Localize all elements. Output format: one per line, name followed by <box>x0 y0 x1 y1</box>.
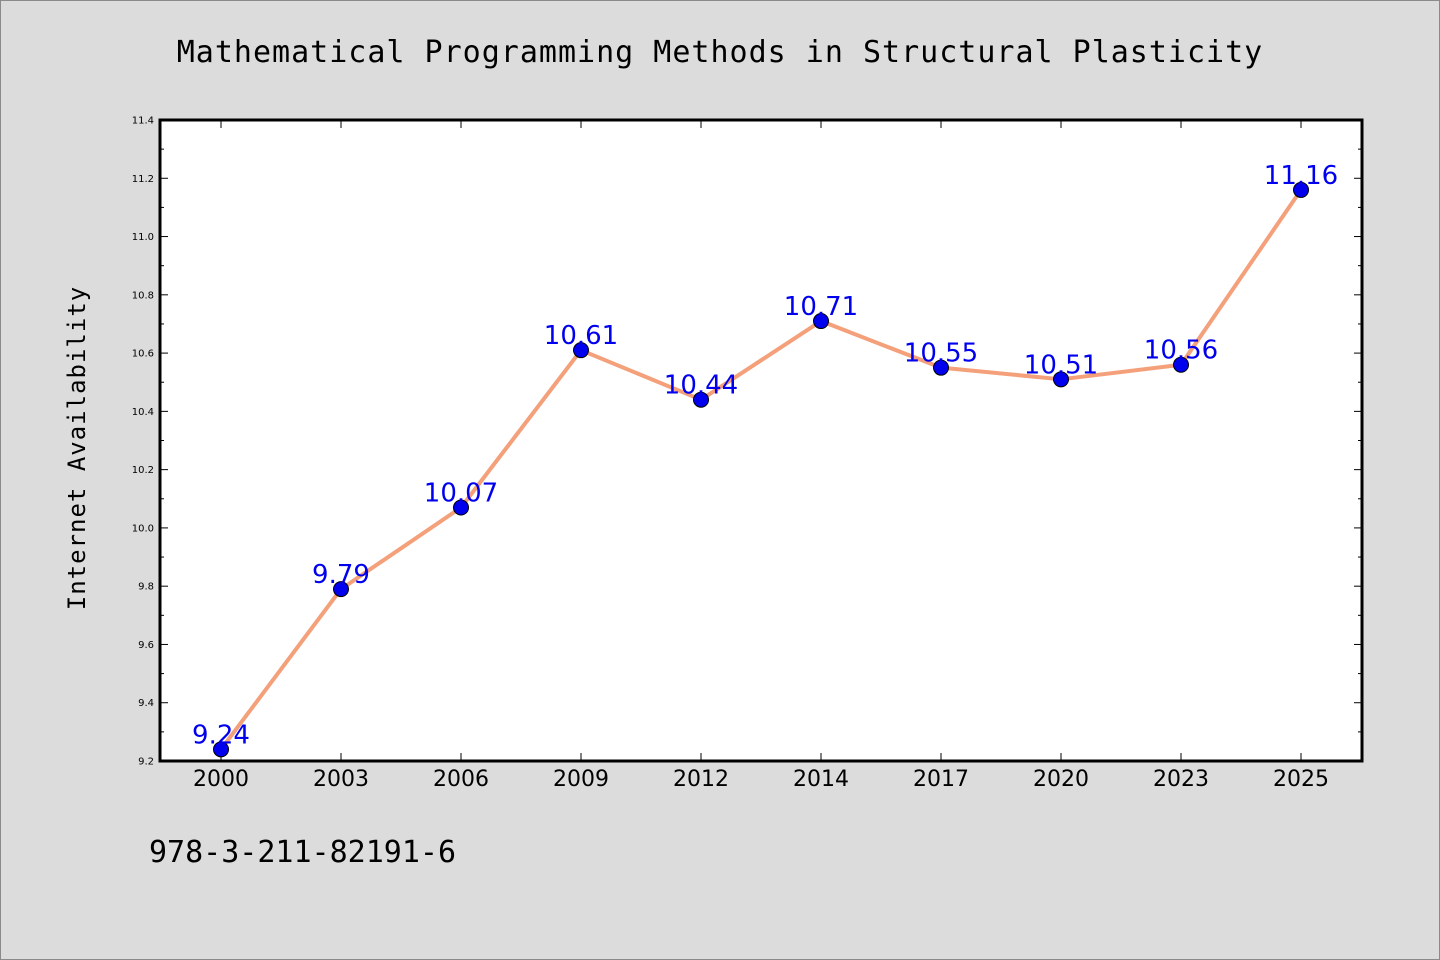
x-tick-label: 2025 <box>1273 767 1329 792</box>
x-tick-label: 2012 <box>673 767 729 792</box>
x-tick-label: 2003 <box>313 767 369 792</box>
data-label: 10.56 <box>1144 336 1218 366</box>
y-tick-label: 9.4 <box>138 698 154 709</box>
x-tick-label: 2017 <box>913 767 969 792</box>
data-point <box>933 359 949 376</box>
data-point <box>453 499 469 516</box>
data-point <box>1053 371 1069 388</box>
series-line <box>219 187 1303 752</box>
x-tick-label: 2009 <box>553 767 609 792</box>
data-point <box>693 391 709 408</box>
data-label: 10.55 <box>904 339 978 369</box>
y-tick-label: 10.6 <box>132 349 154 360</box>
data-label: 10.44 <box>664 371 738 401</box>
y-tick-label: 10.2 <box>132 465 154 476</box>
y-tick-label: 11.0 <box>132 232 154 243</box>
y-tick-label: 10.0 <box>132 523 154 534</box>
x-tick-label: 2020 <box>1033 767 1089 792</box>
y-tick-label: 9.2 <box>138 757 154 768</box>
data-label: 10.71 <box>784 292 858 322</box>
data-point <box>1293 181 1309 198</box>
plot-area <box>160 120 1362 761</box>
isbn-footnote: 978-3-211-82191-6 <box>149 835 457 870</box>
x-tick-label: 2014 <box>793 767 849 792</box>
x-tick-label: 2000 <box>193 767 249 792</box>
data-label: 10.07 <box>424 479 498 509</box>
y-tick-label: 9.6 <box>138 640 154 651</box>
x-tick-label: 2023 <box>1153 767 1209 792</box>
data-point <box>813 313 829 330</box>
data-point <box>333 581 349 598</box>
data-point <box>573 342 589 359</box>
x-tick-label: 2006 <box>433 767 489 792</box>
y-tick-label: 10.8 <box>132 290 154 301</box>
y-tick-label: 11.2 <box>132 174 154 185</box>
data-label: 10.61 <box>544 321 618 351</box>
plot-frame <box>158 118 1364 763</box>
chart-title: Mathematical Programming Methods in Stru… <box>176 35 1264 70</box>
data-label: 10.51 <box>1024 350 1098 380</box>
y-tick-label: 10.4 <box>132 407 154 418</box>
data-label: 9.79 <box>312 560 370 590</box>
data-label: 11.16 <box>1264 161 1338 191</box>
data-point <box>213 741 229 758</box>
y-tick-label: 9.8 <box>138 582 154 593</box>
y-tick-label: 11.4 <box>132 116 154 127</box>
data-point <box>1173 356 1189 373</box>
data-label: 9.24 <box>192 720 250 750</box>
